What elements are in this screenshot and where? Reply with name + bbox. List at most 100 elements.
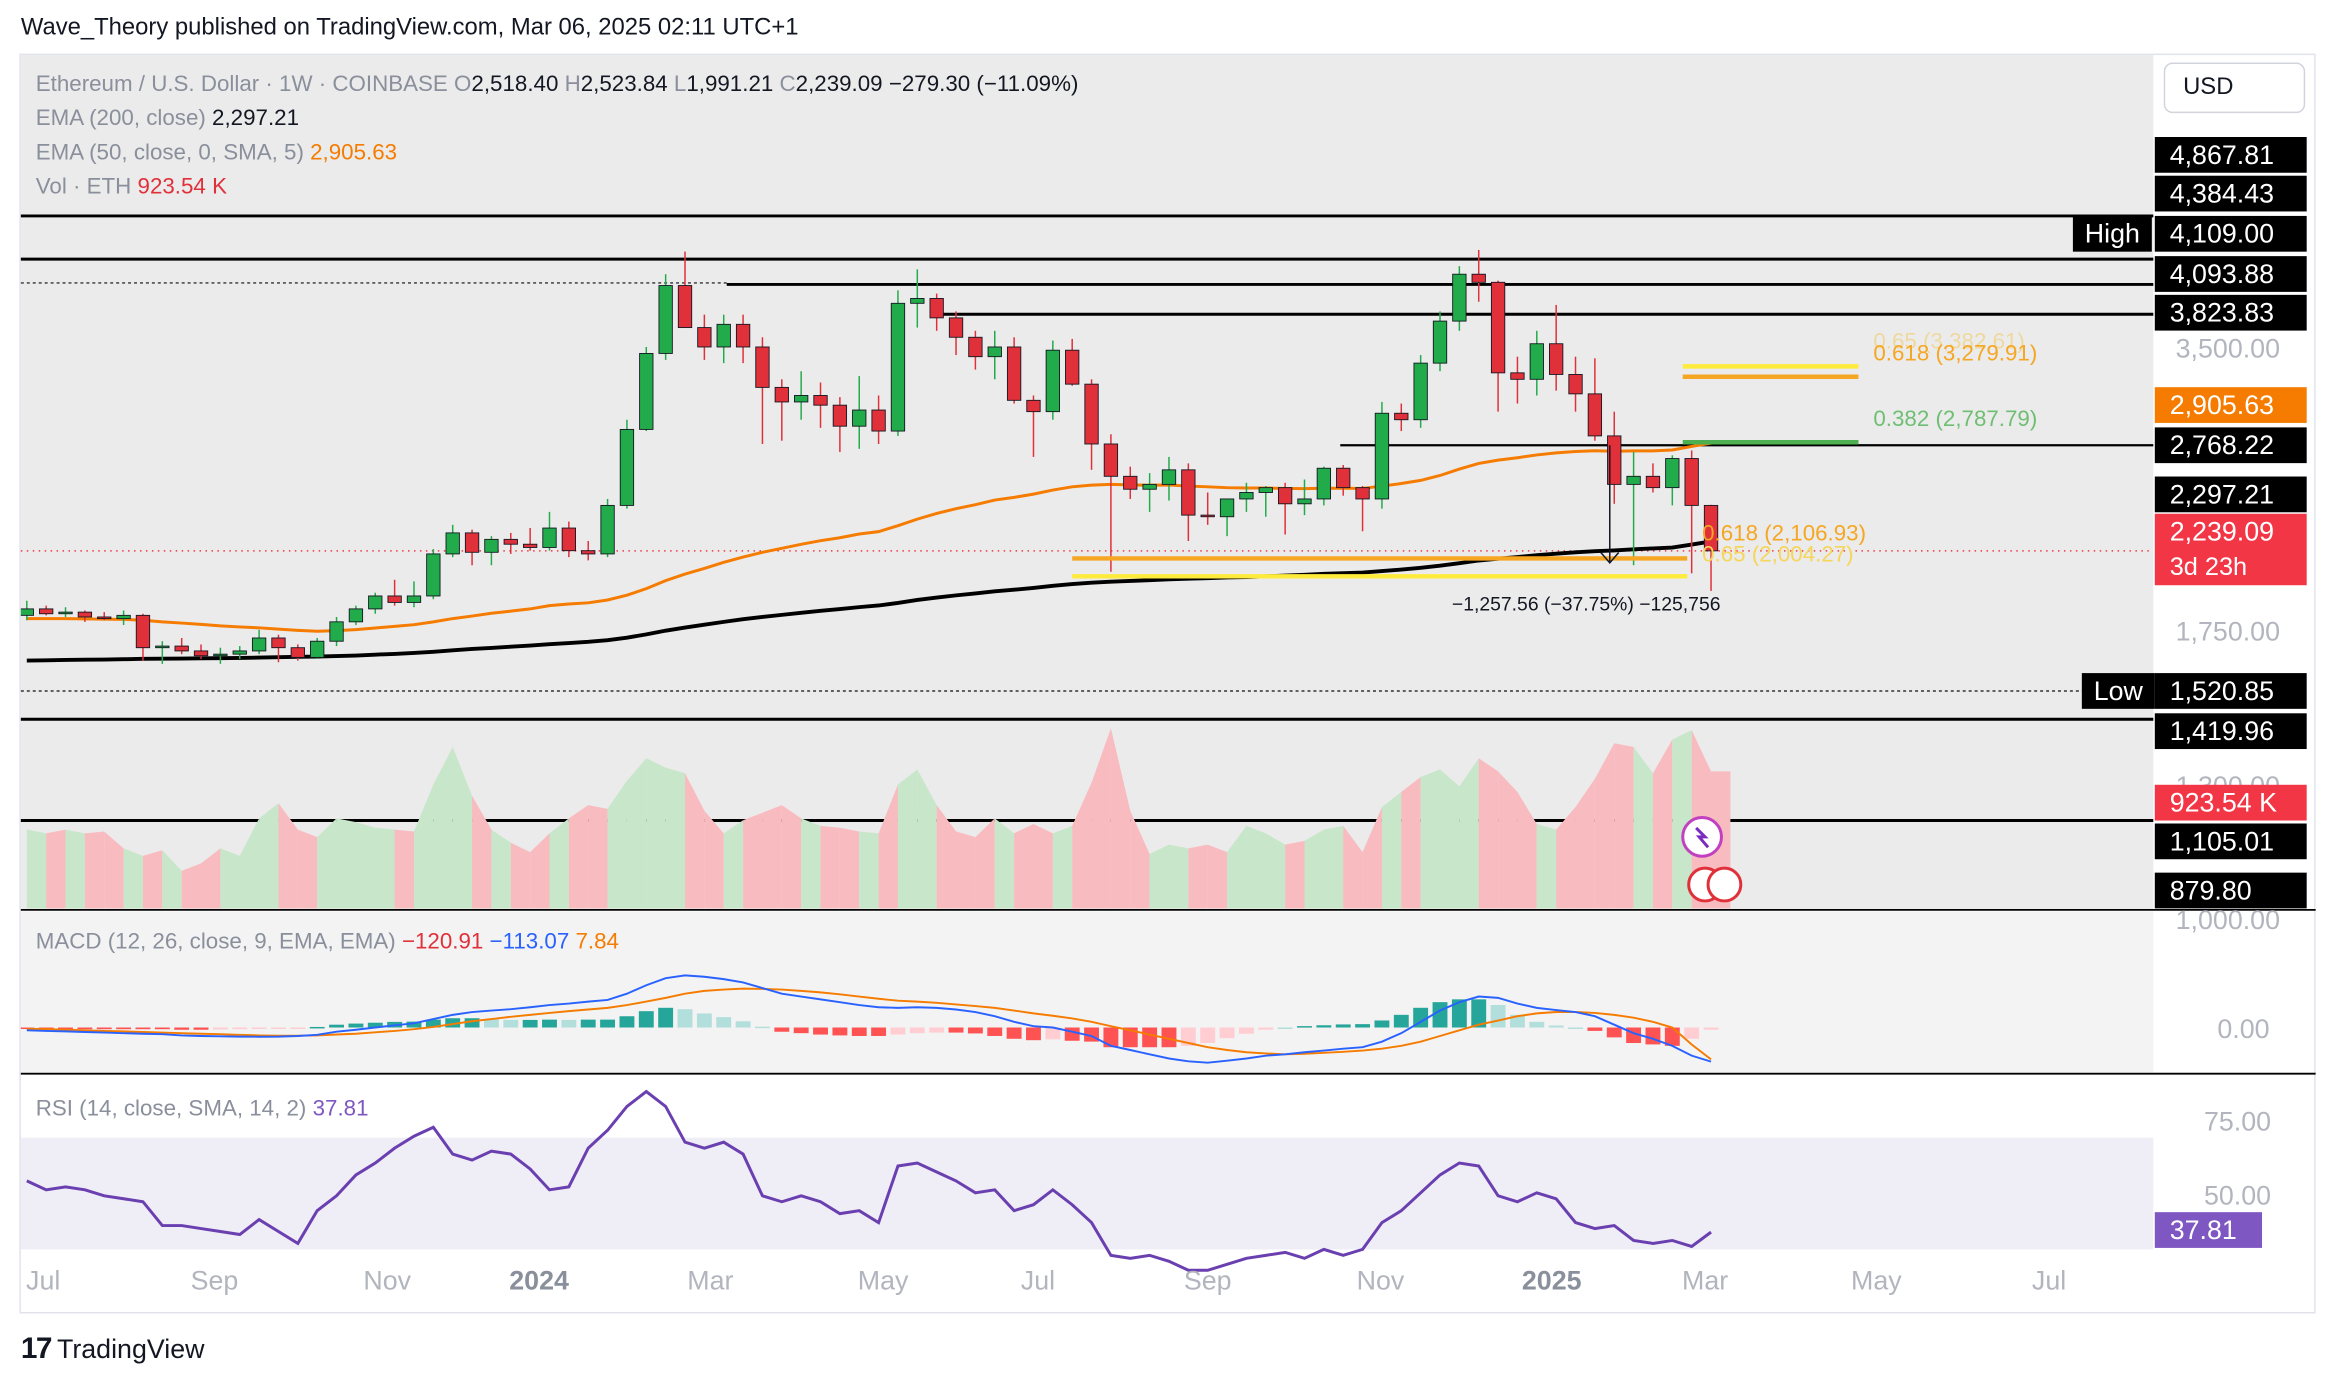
volume-area: [1130, 810, 1150, 909]
volume-area: [1478, 758, 1499, 909]
candle-body: [1452, 273, 1467, 322]
volume-area: [1556, 807, 1576, 909]
macd-histogram-bar: [251, 1027, 267, 1030]
candle-body: [1684, 458, 1699, 506]
volume-area: [1672, 730, 1692, 909]
price-label: 1,105.01: [2154, 823, 2307, 860]
candle-body: [368, 595, 383, 610]
x-tick-label: May: [857, 1265, 909, 1296]
volume-area: [549, 818, 569, 909]
low-tag: Low: [2081, 673, 2155, 709]
volume-area: [336, 818, 356, 909]
volume-area: [201, 848, 221, 909]
volume-area: [65, 829, 85, 909]
macd-histogram-bar: [561, 1019, 577, 1028]
macd-histogram-bar: [890, 1027, 906, 1035]
legend-rsi[interactable]: RSI (14, close, SMA, 14, 2) 37.81: [35, 1096, 369, 1122]
candle-body: [910, 298, 925, 304]
candle-body: [464, 532, 480, 553]
volume-area: [1498, 771, 1518, 909]
candle-body: [658, 285, 673, 354]
macd-histogram-bar: [1529, 1021, 1545, 1028]
legend-macd[interactable]: MACD (12, 26, close, 9, EMA, EMA) −120.9…: [35, 929, 619, 955]
price-label: 3,823.83: [2154, 294, 2307, 331]
x-tick-label: Nov: [1356, 1265, 1405, 1296]
macd-histogram-bar: [542, 1019, 557, 1028]
candle-body: [271, 637, 286, 649]
candle-body: [58, 611, 73, 615]
candle-body: [1568, 374, 1583, 395]
candle-body: [1181, 469, 1196, 516]
candle-body: [581, 550, 596, 555]
volume-area: [220, 848, 240, 909]
macd-histogram-bar: [1297, 1026, 1312, 1028]
price-label: 2,768.22: [2154, 427, 2307, 464]
macd-histogram-bar: [1606, 1027, 1622, 1038]
volume-area: [665, 767, 686, 909]
macd-histogram-bar: [1277, 1027, 1293, 1030]
axis-tick-3500: 3,500.00: [2175, 333, 2281, 364]
volume-area: [1362, 807, 1382, 909]
candle-body: [677, 285, 693, 329]
candle-body: [948, 317, 964, 338]
volume-area: [685, 773, 705, 909]
candle-body: [1665, 458, 1680, 489]
volume-area: [278, 803, 298, 909]
legend-symbol[interactable]: Ethereum / U.S. Dollar · 1W · COINBASE: [35, 71, 448, 97]
volume-area: [1168, 844, 1189, 909]
candle-body: [232, 650, 247, 655]
volume-area: [956, 831, 976, 909]
rsi-value: 37.81: [312, 1096, 369, 1122]
macd-histogram-bar: [600, 1019, 616, 1028]
tv-logo-icon: 17: [20, 1332, 53, 1366]
x-tick-label: Mar: [687, 1265, 734, 1296]
currency-button[interactable]: USD: [2163, 62, 2306, 114]
macd-histogram-bar: [793, 1027, 809, 1034]
candle-body: [1703, 504, 1719, 552]
macd-histogram-bar: [754, 1026, 770, 1029]
candle-body: [968, 336, 983, 358]
candle-body: [1026, 399, 1041, 413]
us-flag-icon-2: [1706, 866, 1743, 903]
volume-area: [607, 780, 627, 909]
volume-area: [433, 747, 453, 909]
macd-histogram-bar: [1161, 1027, 1177, 1048]
volume-area: [801, 818, 821, 909]
macd-histogram-bar: [580, 1019, 596, 1028]
macd-histogram-bar: [290, 1027, 306, 1030]
volume-area: [820, 825, 840, 909]
macd-histogram-bar: [1219, 1027, 1235, 1039]
candle-body: [1432, 320, 1448, 364]
tradingview-logo[interactable]: 17 TradingView: [20, 1332, 205, 1366]
volume-area: [452, 747, 473, 909]
legend-ema200[interactable]: EMA (200, close) 2,297.21: [35, 105, 299, 132]
macd-histogram-bar: [1026, 1027, 1041, 1041]
volume-value: 923.54 K: [137, 174, 227, 200]
rsi-line: [26, 1089, 1712, 1272]
low-value: 1,991.21: [686, 71, 774, 97]
volume-area: [46, 829, 66, 909]
macd-histogram-bar: [425, 1019, 441, 1028]
macd-histogram-bar: [1432, 1002, 1448, 1028]
volume-area: [1440, 769, 1460, 909]
volume-area: [1207, 844, 1228, 909]
macd-histogram-bar: [1006, 1027, 1022, 1039]
candle-body: [1587, 393, 1603, 437]
macd-histogram-bar: [1122, 1027, 1138, 1048]
x-tick-label: Mar: [1681, 1265, 1729, 1296]
macd-panel-bg: [20, 911, 2154, 1073]
macd-histogram-bar: [851, 1027, 867, 1036]
ema200-line: [26, 539, 1712, 663]
volume-area: [897, 769, 918, 909]
candle-body: [929, 298, 944, 319]
legend-ema50[interactable]: EMA (50, close, 0, SMA, 5) 2,905.63: [35, 139, 398, 166]
ema50-price-label: 2,905.63: [2154, 387, 2307, 423]
volume-price-label: 923.54 K: [2154, 784, 2307, 821]
legend-volume[interactable]: Vol · ETH 923.54 K: [35, 174, 227, 200]
macd-histogram-bar: [1374, 1020, 1390, 1028]
volume-area: [994, 818, 1015, 909]
candle-body: [290, 647, 305, 658]
macd-histogram-bar: [309, 1026, 325, 1029]
macd-histogram-bar: [116, 1027, 132, 1030]
